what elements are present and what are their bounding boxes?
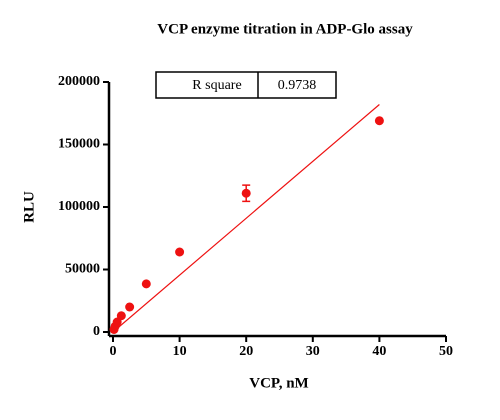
x-tick-label: 10 [173,344,187,359]
data-point [125,302,135,312]
data-point [175,247,185,257]
y-tick-label: 50000 [65,262,100,277]
x-tick-label: 30 [306,344,320,359]
y-tick-label: 200000 [58,74,100,89]
x-tick-label: 20 [239,344,253,359]
data-point [374,116,384,126]
y-tick-label: 150000 [58,137,100,152]
stats-box [155,71,337,99]
stats-value: 0.9738 [278,78,317,93]
y-tick-label: 0 [93,324,100,339]
y-axis-label: RLU [21,191,37,223]
fit-line [112,104,380,333]
x-tick-label: 40 [372,344,386,359]
chart-title: VCP enzyme titration in ADP-Glo assay [157,21,413,37]
x-tick-label: 50 [439,344,453,359]
data-point [116,311,126,321]
data-point [241,188,251,198]
stats-label: R square [192,78,241,93]
data-point [141,279,151,289]
x-tick-label: 0 [110,344,117,359]
x-axis-label: VCP, nM [249,375,308,391]
y-tick-label: 100000 [58,199,100,214]
